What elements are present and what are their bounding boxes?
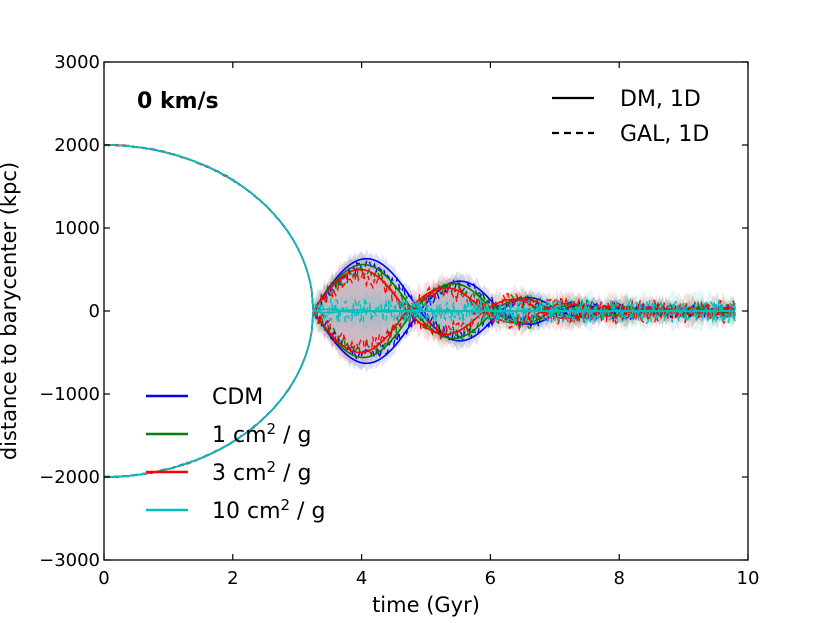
- x-tick-label: 6: [485, 568, 496, 589]
- y-tick-label: 3000: [54, 52, 100, 73]
- color-legend-label: 10 cm2 / g: [212, 496, 325, 524]
- annotation-velocity: 0 km/s: [137, 89, 219, 114]
- legend-sup: 2: [281, 496, 291, 514]
- legend-sup: 2: [267, 420, 277, 438]
- color-legend-label: 1 cm2 / g: [212, 420, 311, 448]
- style-legend-label: GAL, 1D: [620, 122, 709, 147]
- x-axis-title: time (Gyr): [372, 593, 480, 617]
- axis-ticks: 0 2 4 6 8 10 −3000 −2000 −1000 0 1000 2000 3000: [39, 52, 759, 589]
- style-legend-label: DM, 1D: [620, 87, 701, 112]
- color-legend-label: CDM: [212, 385, 263, 410]
- legend-sup: 2: [267, 458, 277, 476]
- x-tick-label: 0: [98, 568, 109, 589]
- x-tick-label: 2: [227, 568, 238, 589]
- legend-name: 3 cm: [212, 461, 267, 486]
- legend-name: CDM: [212, 385, 263, 410]
- y-tick-label: −3000: [39, 550, 100, 571]
- y-tick-label: −1000: [39, 384, 100, 405]
- legend-name: 10 cm: [212, 499, 281, 524]
- dm-curve-3: [104, 310, 736, 478]
- y-tick-label: 2000: [54, 135, 100, 156]
- y-tick-label: −2000: [39, 467, 100, 488]
- y-tick-label: 1000: [54, 218, 100, 239]
- gal-curve-3: [104, 296, 736, 479]
- legend-unit: / g: [276, 461, 311, 486]
- color-legend-label: 3 cm2 / g: [212, 458, 311, 486]
- y-axis-title: distance to barycenter (kpc): [0, 162, 21, 460]
- x-tick-label: 10: [737, 568, 760, 589]
- y-tick-label: 0: [89, 301, 100, 322]
- style-legend: DM, 1D GAL, 1D: [552, 87, 709, 147]
- x-tick-label: 8: [613, 568, 624, 589]
- legend-unit: / g: [276, 423, 311, 448]
- gal-curve-3: [104, 143, 736, 325]
- series-curves: [104, 143, 736, 479]
- legend-name: 1 cm: [212, 423, 267, 448]
- x-tick-label: 4: [356, 568, 367, 589]
- legend-unit: / g: [290, 499, 325, 524]
